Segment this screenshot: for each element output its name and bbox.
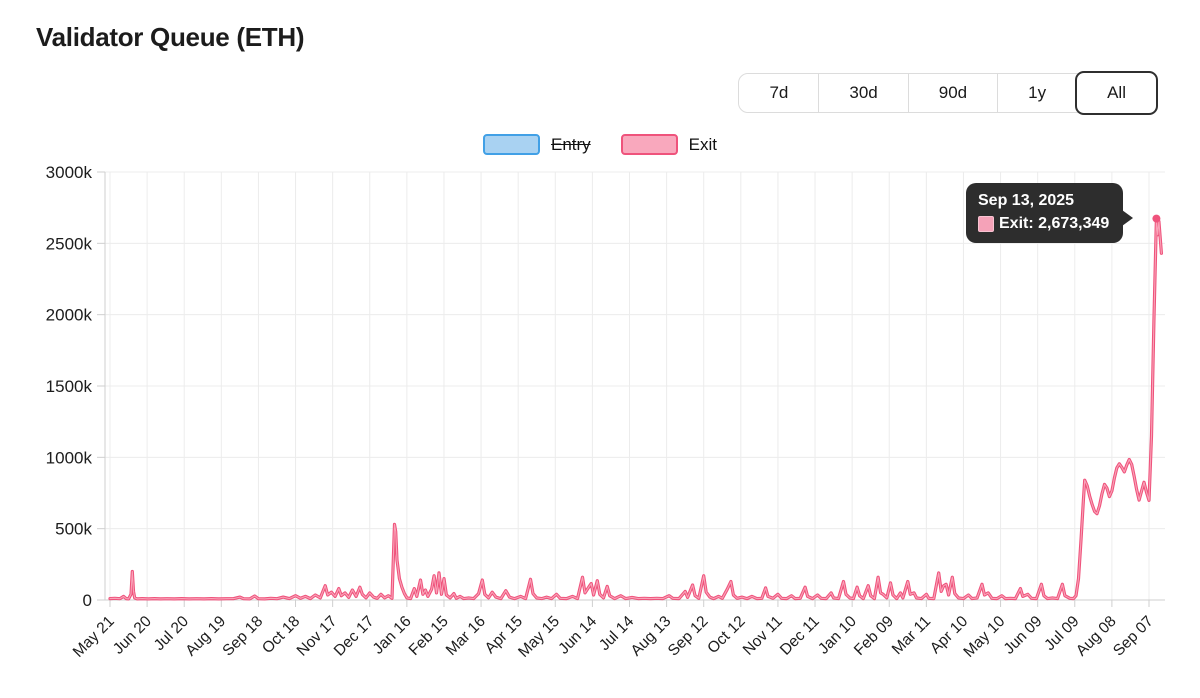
x-tick-label: Aug 19	[182, 613, 229, 660]
range-button-90d[interactable]: 90d	[907, 74, 998, 112]
x-tick-label: Jun 09	[1001, 613, 1046, 658]
y-axis-labels: 0 500k 1000k 1500k 2000k 2500k 3000k	[46, 163, 93, 610]
x-tick-label: Jun 14	[555, 613, 600, 658]
axes	[97, 171, 1165, 607]
range-button-30d[interactable]: 30d	[818, 74, 908, 112]
tooltip-exit-value: Exit: 2,673,349	[999, 215, 1110, 232]
exit-line-core-path	[109, 218, 1162, 600]
x-tick-label: Mar 16	[443, 613, 489, 659]
chart-area[interactable]: 0 500k 1000k 1500k 2000k 2500k 3000k May 21 Jun…	[0, 160, 1200, 698]
tooltip-date: Sep 13, 2025	[978, 192, 1075, 209]
gridlines	[105, 171, 1165, 600]
x-tick-label: Aug 13	[628, 613, 675, 660]
x-tick-label: Jun 20	[110, 613, 155, 658]
exit-line-path	[108, 217, 1163, 601]
x-tick-label: Nov 11	[740, 613, 786, 659]
highlighted-point	[1152, 214, 1161, 223]
legend-label-entry: Entry	[550, 134, 591, 154]
tooltip-row: Exit: 2,673,349	[978, 215, 1109, 233]
page-title: Validator Queue (ETH)	[36, 22, 305, 52]
x-tick-label: Sep 12	[665, 613, 712, 660]
legend-item-exit[interactable]: Exit	[620, 134, 718, 155]
x-tick-label: Dec 11	[777, 613, 823, 659]
y-tick-label: 2000k	[46, 306, 93, 325]
x-tick-label: May 15	[515, 613, 563, 661]
entry-series-swatch	[482, 134, 540, 155]
exit-series-swatch	[620, 134, 678, 155]
range-button-1y[interactable]: 1y	[997, 74, 1077, 112]
x-tick-label: Jan 16	[370, 613, 415, 658]
x-tick-label: May 10	[960, 613, 1008, 661]
x-tick-label: Mar 11	[889, 613, 934, 658]
exit-series-line	[108, 214, 1163, 601]
x-tick-label: May 21	[70, 613, 118, 661]
legend-item-entry[interactable]: Entry	[482, 134, 591, 155]
y-tick-label: 1000k	[46, 448, 93, 467]
x-tick-label: Oct 12	[704, 613, 748, 657]
range-button-7d[interactable]: 7d	[739, 74, 819, 112]
x-tick-label: Aug 08	[1073, 613, 1120, 660]
x-tick-label: Sep 18	[219, 613, 266, 660]
y-tick-label: 2500k	[46, 234, 93, 253]
y-tick-label: 3000k	[46, 163, 93, 182]
range-button-all[interactable]: All	[1075, 71, 1158, 115]
x-tick-label: Sep 07	[1110, 613, 1157, 660]
x-tick-label: Feb 15	[406, 613, 452, 659]
x-tick-label: Dec 17	[331, 613, 378, 660]
chart-tooltip: Sep 13, 2025 Exit: 2,673,349	[966, 183, 1134, 243]
x-tick-label: Jan 10	[815, 613, 860, 658]
y-tick-label: 1500k	[46, 377, 93, 396]
tooltip-arrow	[1122, 210, 1134, 226]
x-tick-label: Nov 17	[294, 613, 341, 660]
y-tick-label: 500k	[55, 520, 92, 539]
y-tick-label: 0	[83, 591, 92, 610]
x-tick-label: Feb 09	[851, 613, 897, 659]
time-range-selector: 7d 30d 90d 1y All	[738, 71, 1158, 115]
tooltip-exit-swatch	[978, 216, 994, 232]
legend-label-exit: Exit	[688, 134, 718, 154]
chart-legend: Entry Exit	[0, 134, 1200, 155]
